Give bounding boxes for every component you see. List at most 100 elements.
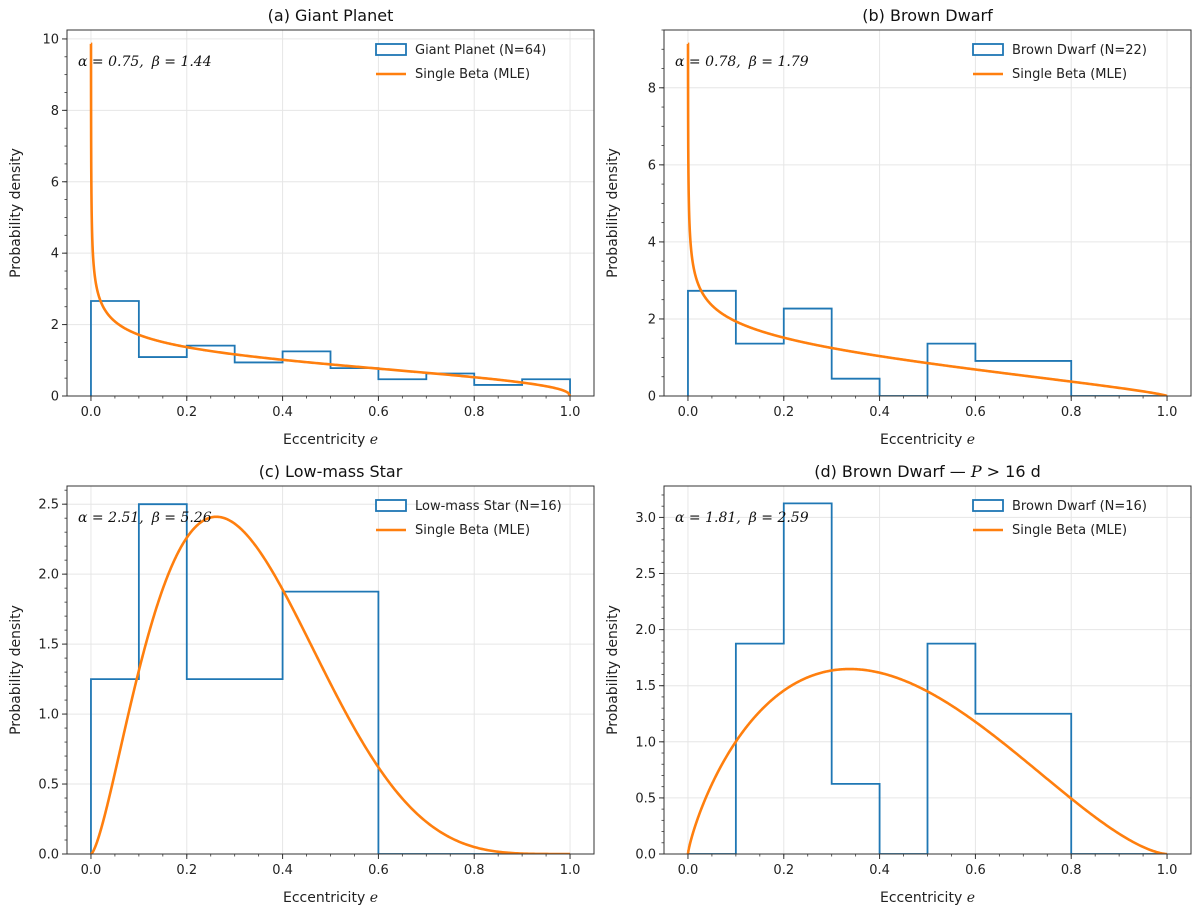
y-tick-label: 1.5: [635, 679, 656, 694]
panel-c: 0.0 0.2 0.4 0.6 0.8 1.0 0.0 0.5 1.0 1.5 2.0 2.5 (c) …: [8, 462, 595, 906]
y-tick-label: 4: [648, 235, 656, 250]
fit-parameters-annotation: α = 0.75, β = 1.44: [78, 54, 212, 70]
y-tick-label: 1.0: [38, 708, 59, 723]
y-tick-label: 6: [51, 175, 59, 190]
y-tick-label: 2.5: [38, 498, 59, 513]
y-tick-label: 2.5: [635, 567, 656, 582]
y-tick-label: 2.0: [38, 568, 59, 583]
hist-bar: [139, 504, 187, 854]
hist-bar: [736, 644, 784, 854]
fit-parameters-annotation: α = 0.78, β = 1.79: [675, 54, 809, 70]
hist-bar: [139, 357, 187, 396]
x-tick-label: 0.8: [1061, 405, 1082, 420]
y-axis-title: Probability density: [8, 605, 24, 735]
y-tick-label: 0: [51, 390, 59, 405]
fit-parameters-annotation: α = 2.51, β = 5.26: [78, 510, 212, 526]
x-tick-label: 0.8: [464, 405, 485, 420]
hist-bar: [235, 362, 283, 396]
histogram-series: [90, 300, 571, 396]
legend-label: Single Beta (MLE): [1012, 67, 1127, 82]
legend: Low-mass Star (N=16) Single Beta (MLE): [375, 499, 562, 538]
hist-bar: [1023, 714, 1071, 854]
panel-a: 0.0 0.2 0.4 0.6 0.8 1.0 0 2 4 6 8 10 (a) Giant Plane…: [8, 6, 595, 448]
panel-title: (c) Low-mass Star: [259, 462, 403, 481]
x-tick-label: 0.8: [464, 863, 485, 878]
x-tick-label: 0.8: [1061, 863, 1082, 878]
axes-frame: [66, 29, 595, 397]
hist-bar: [832, 379, 880, 396]
y-tick-label: 0.0: [635, 848, 656, 863]
legend-hist-swatch: [972, 43, 1004, 56]
x-tick-label: 0.0: [81, 405, 102, 420]
y-axis-title: Probability density: [8, 148, 24, 278]
panel-title: (d) Brown Dwarf — P > 16 d: [814, 462, 1041, 481]
hist-bar: [283, 351, 331, 396]
x-tick-label: 0.2: [176, 863, 197, 878]
y-tick-label: 1.5: [38, 638, 59, 653]
hist-bar: [522, 379, 570, 396]
legend-label: Single Beta (MLE): [415, 523, 530, 538]
panel-b: 0.0 0.2 0.4 0.6 0.8 1.0 0 2 4 6 8 (b) Brown Dwarf Ec…: [605, 6, 1192, 448]
panel-d: 0.0 0.2 0.4 0.6 0.8 1.0 0.0 0.5 1.0 1.5 2.0 2.5 3.0 (…: [605, 462, 1192, 906]
beta-curve-series: [686, 667, 1168, 854]
x-axis-title: Eccentricity e: [283, 432, 378, 448]
y-tick-label: 0.0: [38, 848, 59, 863]
y-tick-label: 2: [51, 318, 59, 333]
y-tick-label: 2.0: [635, 623, 656, 638]
y-tick-label: 0: [648, 390, 656, 405]
y-tick-label: 2: [648, 312, 656, 327]
legend-label: Single Beta (MLE): [1012, 523, 1127, 538]
y-tick-label: 0.5: [38, 778, 59, 793]
x-tick-label: 0.4: [869, 405, 890, 420]
x-tick-label: 0.2: [176, 405, 197, 420]
x-tick-label: 0.6: [965, 405, 986, 420]
y-axis-title: Probability density: [605, 148, 621, 278]
x-tick-label: 1.0: [1157, 405, 1178, 420]
hist-bar: [187, 679, 235, 854]
hist-bar: [378, 379, 426, 396]
hist-bar: [975, 361, 1023, 396]
hist-bar: [928, 644, 976, 854]
y-tick-label: 6: [648, 158, 656, 173]
y-axis-title: Probability density: [605, 605, 621, 735]
hist-bar: [736, 344, 784, 396]
beta-curve-series: [686, 42, 1168, 396]
legend-label: Low-mass Star (N=16): [415, 499, 562, 514]
x-tick-label: 0.6: [368, 405, 389, 420]
x-tick-label: 0.4: [869, 863, 890, 878]
legend-label: Giant Planet (N=64): [415, 43, 546, 58]
legend: Brown Dwarf (N=22) Single Beta (MLE): [972, 43, 1147, 82]
legend-hist-swatch: [972, 499, 1004, 512]
legend: Giant Planet (N=64) Single Beta (MLE): [375, 43, 546, 82]
panel-title: (b) Brown Dwarf: [862, 6, 993, 25]
hist-bar: [784, 309, 832, 396]
hist-bar: [975, 714, 1023, 854]
y-tick-label: 8: [51, 104, 59, 119]
hist-bar: [235, 679, 283, 854]
legend-label: Single Beta (MLE): [415, 67, 530, 82]
legend-label: Brown Dwarf (N=16): [1012, 499, 1147, 514]
y-tick-label: 0.5: [635, 791, 656, 806]
hist-bar: [331, 592, 379, 854]
x-tick-label: 1.0: [560, 863, 581, 878]
histogram-series: [687, 502, 1168, 854]
legend-label: Brown Dwarf (N=22): [1012, 43, 1147, 58]
x-tick-label: 1.0: [560, 405, 581, 420]
histogram-series: [687, 289, 1168, 396]
y-tick-label: 8: [648, 81, 656, 96]
hist-bar: [331, 368, 379, 396]
hist-bar: [283, 592, 331, 854]
beta-curve-series: [89, 42, 572, 396]
x-tick-label: 0.6: [965, 863, 986, 878]
y-tick-label: 4: [51, 247, 59, 262]
x-tick-label: 0.4: [272, 863, 293, 878]
panel-title: (a) Giant Planet: [268, 6, 394, 25]
x-axis-title: Eccentricity e: [283, 890, 378, 906]
hist-bar: [832, 784, 880, 854]
hist-bar: [474, 385, 522, 396]
beta-curve-series: [90, 515, 571, 854]
hist-bar: [91, 301, 139, 396]
y-tick-label: 10: [42, 32, 59, 47]
axes-frame: [663, 29, 1192, 397]
